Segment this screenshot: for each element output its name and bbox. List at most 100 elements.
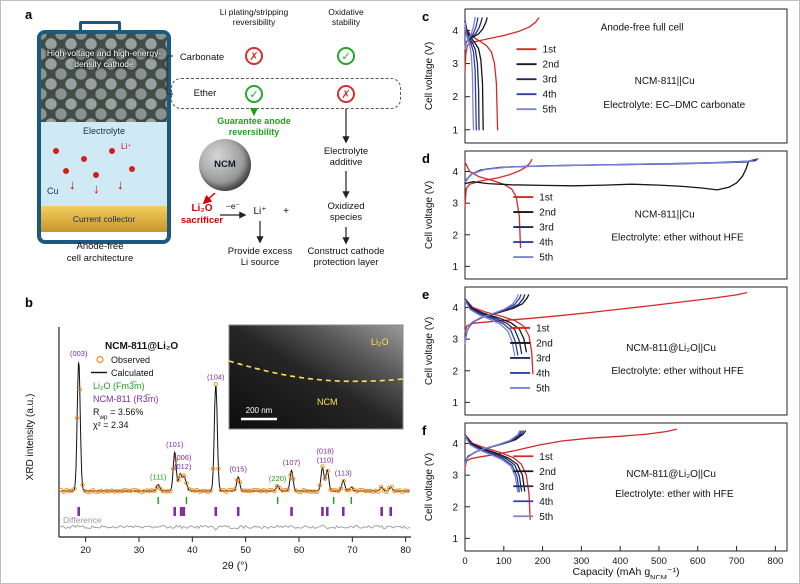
legend-label-3rd: 3rd [536,353,550,364]
legend-label-5th: 5th [543,105,557,116]
inset-li2o-label: Li₂O [371,337,389,347]
series-1st [464,428,678,468]
panel-label-f: f [422,423,427,438]
ether-highlight-box [171,78,401,109]
peak-label: (101) [166,440,184,449]
legend-rwp: Rwp = 3.56% [93,407,143,421]
y-tick-label: 2 [452,366,458,377]
legend-observed: Observed [111,355,150,365]
li-ion-dot [81,156,87,162]
observed-point [253,487,258,493]
series-5th [464,160,753,183]
observed-point [248,488,253,494]
legend-label-4th: 4th [539,497,553,508]
series-1st [464,19,499,131]
observed-point [405,488,410,494]
observed-point [330,487,336,493]
y-tick-label: 1 [452,262,458,273]
peak-label: (015) [229,465,247,474]
panel-e-chart: 1 2 3 4 Cell voltage (V) 1st 2nd 3rd 4th 5th NCM-8… [424,286,788,416]
observed-point [173,457,178,463]
arrow [202,192,216,205]
observed-point [376,489,381,494]
y-tick-label: 1 [452,398,458,409]
legend-ncm-phase: NCM-811 (R3̅m) [93,394,158,404]
observed-point [229,487,234,493]
observed-point [306,489,312,494]
observed-point [213,381,218,387]
cell_label: NCM-811||Cu [635,76,695,87]
check-icon: ✓ [245,85,263,103]
legend-label-4th: 4th [543,90,557,101]
observed-point [234,477,240,483]
series-3rd [464,298,523,355]
legend-label-1st: 1st [543,45,557,56]
down-arrow-icon: ↓ [117,177,124,192]
y-tick-label: 3 [452,471,458,482]
observed-point [389,484,394,490]
legend-label-2nd: 2nd [539,208,556,219]
peak-label: (220) [269,474,287,483]
battery-cell: High-voltage and high-energy-density cat… [37,30,171,244]
li-ion-product: Li⁺ [253,206,267,217]
legend-label-4th: 4th [539,238,553,249]
observed-point [320,464,325,469]
observed-point [200,488,205,494]
observed-point [85,489,90,495]
observed-point [80,482,85,488]
panel-label-b: b [25,295,33,310]
plot-frame [464,8,788,144]
observed-point [266,488,272,493]
observed-point [325,468,330,474]
column-header-stability: Oxidative stability [328,7,364,27]
series-3rd [464,159,757,183]
additive-line1: Electrolyte [323,146,369,157]
x-tick-label: 700 [729,556,745,567]
legend-label-5th: 5th [539,253,553,264]
legend-label-2nd: 2nd [543,60,560,71]
peak-label: (006) [174,453,192,462]
observed-point [114,488,120,494]
series-2nd [464,298,527,353]
series-1st [464,158,533,207]
observed-point [274,483,280,489]
legend-label-2nd: 2nd [539,467,556,478]
observed-point [160,488,165,493]
y-axis-label: XRD intensity (a.u.) [25,394,36,481]
observed-point [165,489,170,494]
legend-label-3rd: 3rd [543,75,557,86]
sacrificer-line2: sacrificer [180,215,224,226]
observed-point [77,387,82,392]
panel-f-chart: 1 2 3 4 Cell voltage (V) 0 100 200 300 400 500 600 7… [424,422,788,579]
observed-point [362,488,368,494]
observed-point [104,488,109,494]
electrolyte_label: Electrolyte: ether without HFE [611,366,744,377]
down-arrow-icon: ↓ [93,181,100,196]
series-1st [464,161,522,249]
electrolyte-label: Electrolyte [82,126,126,136]
li-ion-dot [109,148,115,154]
series-1st [464,292,747,332]
observed-point [138,489,144,495]
observed-point [176,478,181,483]
legend-chi2: χ² = 2.34 [93,420,129,430]
observed-point [125,488,130,493]
legend-label-5th: 5th [539,512,553,523]
plot-frame [464,422,788,552]
cell-caption-line2: cell architecture [66,253,134,264]
observed-point [322,476,328,481]
plus-sign: + [283,206,289,217]
legend-calculated: Calculated [111,368,154,378]
observed-point [208,488,213,493]
x-tick-label: 60 [294,545,305,556]
observed-point [72,486,77,491]
down-arrow-icon: ↓ [69,177,76,192]
title_annotation: Anode-free full cell [601,22,684,33]
x-tick-label: 300 [573,556,589,567]
li-ion-dot [129,166,135,172]
sacrificer-line1: Li₂O [191,203,213,214]
li-ion-dot [53,148,59,154]
peak-label: (012) [174,462,192,471]
legend-label-1st: 1st [539,193,553,204]
